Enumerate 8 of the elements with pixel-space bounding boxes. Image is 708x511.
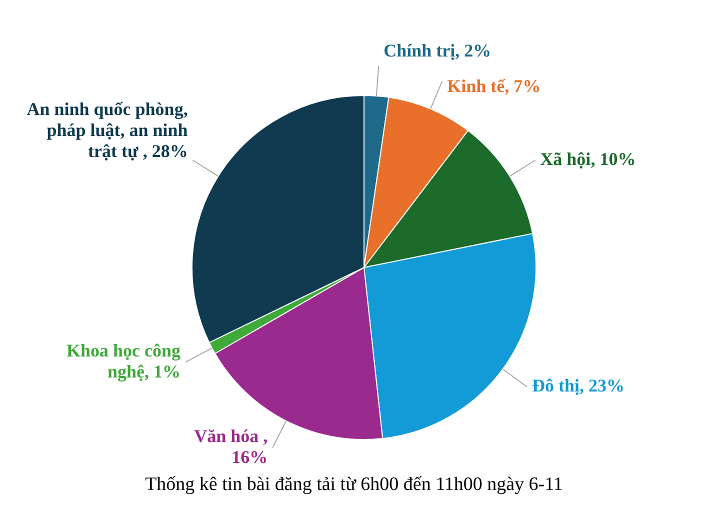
slice-label: Kinh tế, 7% [447, 76, 541, 96]
slice-label: Đô thị, 23% [532, 375, 625, 396]
slice-label: Xã hội, 10% [540, 148, 636, 169]
slice-label: Văn hóa , 16% [194, 426, 268, 467]
text: Thống kê tin bài đăng tải từ 6h00 đến 11h00 ngày 6-11 [144, 474, 564, 496]
slice-label: Chính trị, 2% [384, 40, 492, 61]
slice-label: An ninh quốc phòng, pháp luật, an ninh trật tự , 28% [26, 98, 188, 161]
slice-label: Khoa học công nghệ, 1% [66, 340, 181, 382]
